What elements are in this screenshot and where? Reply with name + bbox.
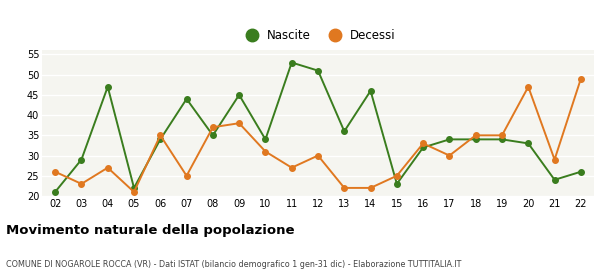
Decessi	[262, 150, 269, 153]
Nascite	[209, 134, 217, 137]
Decessi	[52, 170, 59, 173]
Decessi	[551, 158, 558, 161]
Nascite	[446, 138, 453, 141]
Decessi	[524, 85, 532, 88]
Nascite	[183, 97, 190, 101]
Nascite	[393, 182, 400, 186]
Nascite	[472, 138, 479, 141]
Decessi	[367, 186, 374, 190]
Decessi	[577, 77, 584, 80]
Decessi	[446, 154, 453, 157]
Decessi	[314, 154, 322, 157]
Nascite	[314, 69, 322, 72]
Decessi	[472, 134, 479, 137]
Nascite	[262, 138, 269, 141]
Nascite	[104, 85, 112, 88]
Nascite	[577, 170, 584, 173]
Nascite	[236, 93, 243, 97]
Nascite	[130, 186, 137, 190]
Decessi	[130, 190, 137, 194]
Decessi	[157, 134, 164, 137]
Nascite	[157, 138, 164, 141]
Decessi	[499, 134, 506, 137]
Decessi	[341, 186, 348, 190]
Legend: Nascite, Decessi: Nascite, Decessi	[235, 24, 401, 47]
Decessi	[236, 122, 243, 125]
Decessi	[419, 142, 427, 145]
Decessi	[393, 174, 400, 178]
Text: Movimento naturale della popolazione: Movimento naturale della popolazione	[6, 224, 295, 237]
Decessi	[104, 166, 112, 169]
Nascite	[341, 130, 348, 133]
Line: Nascite: Nascite	[52, 60, 584, 195]
Nascite	[78, 158, 85, 161]
Decessi	[209, 125, 217, 129]
Decessi	[288, 166, 295, 169]
Nascite	[367, 89, 374, 92]
Decessi	[78, 182, 85, 186]
Nascite	[288, 61, 295, 64]
Nascite	[52, 190, 59, 194]
Nascite	[499, 138, 506, 141]
Line: Decessi: Decessi	[52, 76, 584, 195]
Nascite	[524, 142, 532, 145]
Nascite	[419, 146, 427, 149]
Text: COMUNE DI NOGAROLE ROCCA (VR) - Dati ISTAT (bilancio demografico 1 gen-31 dic) -: COMUNE DI NOGAROLE ROCCA (VR) - Dati IST…	[6, 260, 461, 269]
Decessi	[183, 174, 190, 178]
Nascite	[551, 178, 558, 181]
